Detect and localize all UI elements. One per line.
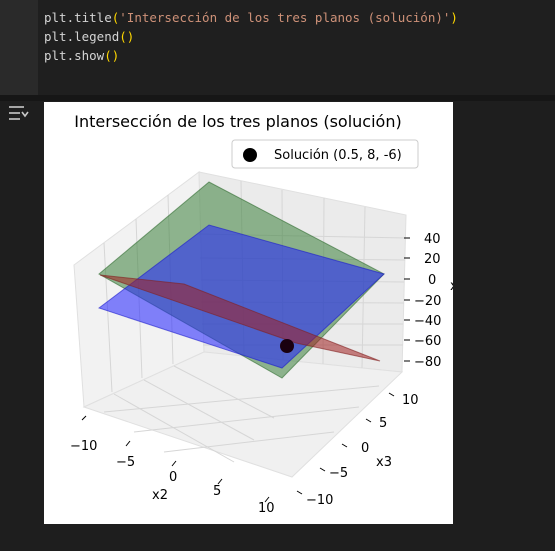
z-tick-label: −40 bbox=[414, 314, 441, 329]
chart-3d: 40 20 0 −20 −40 −60 −80 x −10 −5 0 5 10 … bbox=[44, 102, 453, 524]
code-cell-gutter bbox=[0, 0, 38, 95]
z-tick-label: −20 bbox=[414, 294, 441, 309]
cell-separator bbox=[0, 95, 555, 101]
x3-tick-label: 5 bbox=[379, 416, 387, 431]
x3-tick-label: −10 bbox=[306, 493, 333, 508]
z-tick-label: 40 bbox=[424, 232, 441, 247]
z-axis-tick-labels: 40 20 0 −20 −40 −60 −80 bbox=[414, 232, 441, 370]
x2-tick-label: 10 bbox=[258, 501, 275, 516]
z-tick-label: −60 bbox=[414, 334, 441, 349]
x3-tick-label: −5 bbox=[329, 466, 348, 481]
solution-point bbox=[280, 339, 294, 353]
x3-tick-label: 0 bbox=[361, 441, 369, 456]
z-tick-label: −80 bbox=[414, 355, 441, 370]
x3-tick-label: 10 bbox=[402, 393, 419, 408]
x2-tick-label: 0 bbox=[169, 470, 177, 485]
code-line-3[interactable]: plt.show() bbox=[44, 47, 119, 65]
code-line-2[interactable]: plt.legend() bbox=[44, 28, 134, 46]
z-tick-label: 20 bbox=[424, 252, 441, 267]
z-tick-label: 0 bbox=[428, 273, 436, 288]
legend: Solución (0.5, 8, -6) bbox=[232, 140, 418, 168]
x2-tick-label: 5 bbox=[213, 484, 221, 499]
x2-tick-label: −10 bbox=[70, 439, 97, 454]
output-menu-icon[interactable] bbox=[8, 104, 30, 122]
code-line-1[interactable]: plt.title('Intersección de los tres plan… bbox=[44, 9, 458, 27]
x2-tick-label: −5 bbox=[116, 455, 135, 470]
chart-title: Intersección de los tres planos (solució… bbox=[74, 112, 401, 131]
x3-axis-label: x3 bbox=[376, 455, 392, 470]
plot-output: 40 20 0 −20 −40 −60 −80 x −10 −5 0 5 10 … bbox=[44, 102, 453, 524]
output-gutter bbox=[0, 101, 38, 551]
x2-axis-label: x2 bbox=[152, 488, 168, 503]
legend-label: Solución (0.5, 8, -6) bbox=[274, 148, 402, 163]
z-axis-label: x bbox=[450, 279, 453, 294]
legend-marker bbox=[243, 148, 257, 162]
